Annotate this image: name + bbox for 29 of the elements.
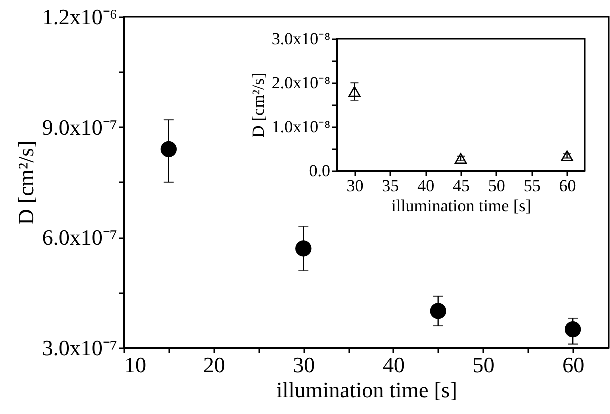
- y-tick-label: 1.2x10⁻⁶: [42, 4, 118, 30]
- y-tick-label: 1.0x10⁻⁸: [272, 118, 331, 136]
- point: [565, 322, 582, 338]
- x-tick-label: 40: [418, 176, 435, 196]
- point: [160, 141, 177, 158]
- y-axis-title: D [cm²/s]: [13, 140, 38, 226]
- y-tick-label: 3.0x10⁻⁷: [42, 336, 118, 360]
- y-tick-label: 6.0x10⁻⁷: [42, 225, 118, 250]
- y-axis-title: D [cm²/s]: [248, 72, 268, 138]
- x-tick-label: 35: [382, 176, 400, 196]
- y-tick-label: 2.0x10⁻⁸: [272, 74, 331, 92]
- x-tick-label: 50: [472, 352, 495, 378]
- x-axis-title: illumination time [s]: [276, 378, 458, 402]
- x-tick-label: 30: [346, 176, 364, 196]
- x-axis-title: illumination time [s]: [392, 196, 532, 216]
- y-tick-label: 9.0x10⁻⁷: [42, 114, 118, 140]
- x-tick-label: 20: [203, 352, 226, 378]
- x-tick-label: 30: [293, 352, 316, 378]
- x-tick-label: 45: [453, 176, 470, 196]
- y-tick-label: 0.0: [309, 162, 330, 180]
- point: [296, 240, 312, 257]
- x-tick-label: 10: [124, 352, 146, 378]
- x-tick-label: 40: [382, 352, 405, 378]
- x-tick-label: 50: [488, 176, 506, 196]
- x-tick-label: 60: [562, 352, 585, 378]
- x-tick-label: 55: [524, 176, 541, 196]
- point: [430, 303, 446, 320]
- x-tick-label: 60: [559, 176, 576, 196]
- y-tick-label: 3.0x10⁻⁸: [272, 30, 331, 48]
